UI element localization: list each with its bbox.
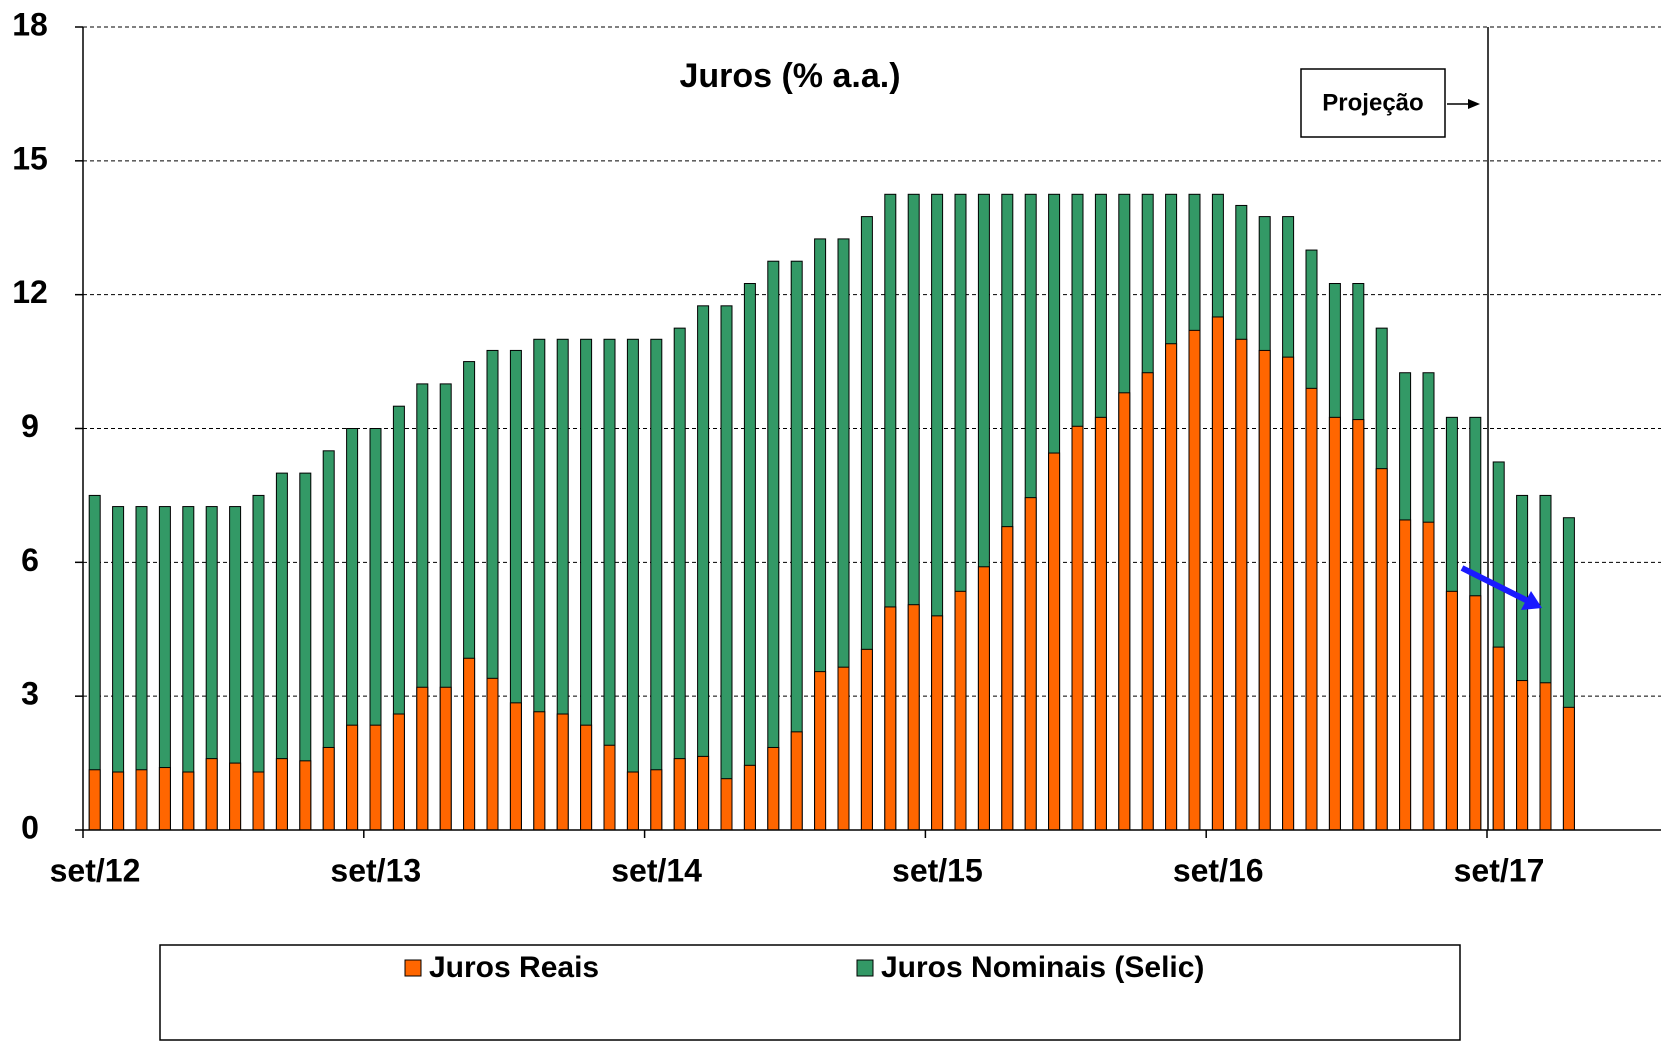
bar xyxy=(1282,356,1295,831)
x-tick-label: set/17 xyxy=(1454,852,1545,888)
bar xyxy=(697,305,710,831)
legend-items: Juros Reais Juros Nominais (Selic) xyxy=(404,951,1204,984)
bar xyxy=(1539,682,1552,831)
trend-arrowhead xyxy=(1521,591,1542,610)
bar xyxy=(1094,416,1107,831)
x-tick-label: set/13 xyxy=(330,852,421,888)
bar xyxy=(135,769,148,831)
bar xyxy=(860,648,873,831)
bar xyxy=(463,657,476,831)
bar xyxy=(1516,680,1529,831)
bar xyxy=(884,606,897,831)
bar xyxy=(205,758,218,831)
x-tick-label: set/12 xyxy=(50,852,141,888)
bar xyxy=(509,702,522,831)
bar xyxy=(720,305,733,831)
plot: 0 3 6 9 12 15 18 set/12 set/13 set/14 set/15 set/16… xyxy=(12,6,1661,888)
bar xyxy=(1469,595,1482,831)
legend xyxy=(159,944,1461,1041)
bar xyxy=(931,615,944,831)
bar xyxy=(1048,452,1061,831)
trend-arrow xyxy=(1460,565,1530,604)
bar xyxy=(1305,387,1318,831)
annotation: Projeção xyxy=(1322,89,1423,116)
x-tick-label: set/14 xyxy=(611,852,702,888)
legend-label: Juros Nominais (Selic) xyxy=(881,951,1204,984)
bar xyxy=(1562,706,1575,831)
bar xyxy=(1141,372,1154,831)
bar xyxy=(1352,419,1365,831)
bar xyxy=(837,666,850,831)
x-tick-label: set/15 xyxy=(892,852,983,888)
bar xyxy=(275,758,288,831)
bar xyxy=(673,758,686,831)
bar xyxy=(392,713,405,831)
y-tick-label: 18 xyxy=(12,6,48,42)
bar xyxy=(556,713,569,831)
bar xyxy=(1165,343,1178,831)
bar xyxy=(439,686,452,831)
bar xyxy=(790,731,803,831)
bar xyxy=(229,762,242,831)
bar xyxy=(322,746,335,831)
bar xyxy=(767,260,780,831)
bar xyxy=(743,283,756,831)
bar xyxy=(346,724,359,831)
legend-swatch xyxy=(856,959,874,977)
bar xyxy=(603,744,616,831)
bar xyxy=(626,771,639,831)
bar xyxy=(1375,468,1388,831)
y-tick-label: 3 xyxy=(21,676,39,712)
bar xyxy=(1399,519,1412,831)
bar xyxy=(252,771,265,831)
bar xyxy=(1258,349,1271,831)
bar xyxy=(650,338,663,831)
bar xyxy=(1328,416,1341,831)
bar xyxy=(580,724,593,831)
bar xyxy=(1445,590,1458,831)
bar xyxy=(416,686,429,831)
bar xyxy=(88,769,101,831)
bar xyxy=(743,764,756,831)
bar xyxy=(1188,329,1201,831)
x-tick-label: set/16 xyxy=(1173,852,1264,888)
bar xyxy=(1071,425,1084,831)
bar xyxy=(650,769,663,831)
bar xyxy=(1492,646,1505,831)
bar xyxy=(814,671,827,831)
y-tick-label: 15 xyxy=(12,140,48,176)
bar xyxy=(533,711,546,831)
y-tick-label: 0 xyxy=(21,809,39,845)
bar xyxy=(1211,316,1224,831)
bar xyxy=(767,746,780,831)
bar xyxy=(369,724,382,831)
bar xyxy=(158,767,171,831)
bar xyxy=(626,338,639,831)
bar xyxy=(673,327,686,831)
bar xyxy=(1001,526,1014,831)
bar xyxy=(720,778,733,831)
bar xyxy=(907,604,920,831)
chart-title: Juros (% a.a.) xyxy=(679,57,900,95)
bar xyxy=(1422,521,1435,831)
bar xyxy=(697,755,710,831)
bar xyxy=(299,760,312,831)
y-tick-label: 9 xyxy=(21,408,39,444)
bar xyxy=(977,566,990,831)
annotation-arrowhead xyxy=(1468,99,1480,109)
bar xyxy=(954,590,967,831)
legend-swatch xyxy=(404,959,422,977)
legend-label: Juros Reais xyxy=(429,951,599,984)
annotation-box xyxy=(1300,68,1446,138)
bar xyxy=(1235,338,1248,831)
y-tick-label: 12 xyxy=(12,274,48,310)
y-tick-label: 6 xyxy=(21,542,39,578)
bar xyxy=(182,771,195,831)
bar xyxy=(486,677,499,831)
bar xyxy=(1024,497,1037,831)
bar xyxy=(1118,392,1131,831)
bar xyxy=(112,771,125,831)
